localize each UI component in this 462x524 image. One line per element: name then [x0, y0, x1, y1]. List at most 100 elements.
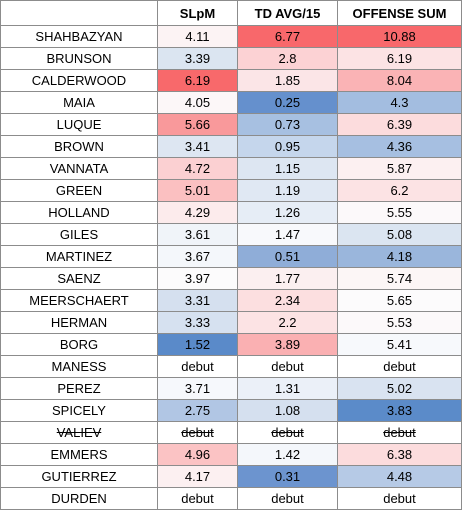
fighter-name-cell: BORG [0, 333, 158, 356]
header-td-avg: TD AVG/15 [237, 0, 338, 26]
offense-sum-cell: 5.55 [337, 201, 462, 224]
offense-sum-cell: 6.39 [337, 113, 462, 136]
fighter-name-cell: BROWN [0, 135, 158, 158]
td-avg-cell: debut [237, 487, 338, 510]
offense-sum-cell: 6.19 [337, 47, 462, 70]
fighter-name-cell: PEREZ [0, 377, 158, 400]
fighter-name-cell: MARTINEZ [0, 245, 158, 268]
offense-sum-cell: 4.36 [337, 135, 462, 158]
slpm-cell: 4.72 [157, 157, 238, 180]
table-row: CALDERWOOD 6.19 1.85 8.04 [0, 69, 462, 92]
header-name [0, 0, 158, 26]
slpm-cell: 3.97 [157, 267, 238, 290]
offense-sum-cell: 5.74 [337, 267, 462, 290]
td-avg-cell: 6.77 [237, 25, 338, 48]
td-avg-cell: debut [237, 421, 338, 444]
header-slpm: SLpM [157, 0, 238, 26]
table-row: MEERSCHAERT 3.31 2.34 5.65 [0, 289, 462, 312]
td-avg-cell: 1.08 [237, 399, 338, 422]
slpm-cell: debut [157, 355, 238, 378]
table-row: SHAHBAZYAN 4.11 6.77 10.88 [0, 25, 462, 48]
fighter-name-cell: MANESS [0, 355, 158, 378]
header-offense-sum: OFFENSE SUM [337, 0, 462, 26]
slpm-cell: 6.19 [157, 69, 238, 92]
table-row: GUTIERREZ 4.17 0.31 4.48 [0, 465, 462, 488]
slpm-cell: 3.71 [157, 377, 238, 400]
slpm-cell: 2.75 [157, 399, 238, 422]
offense-sum-cell: 6.38 [337, 443, 462, 466]
fighter-name-cell: GREEN [0, 179, 158, 202]
slpm-cell: 3.39 [157, 47, 238, 70]
table-body: SHAHBAZYAN 4.11 6.77 10.88 BRUNSON 3.39 2.8 6.1… [0, 25, 462, 510]
fighter-name-cell: GILES [0, 223, 158, 246]
fighter-name-cell: GUTIERREZ [0, 465, 158, 488]
table-row: MAIA 4.05 0.25 4.3 [0, 91, 462, 114]
slpm-cell: 3.61 [157, 223, 238, 246]
fighter-name-cell: DURDEN [0, 487, 158, 510]
offense-sum-cell: 5.02 [337, 377, 462, 400]
fighter-name-cell: EMMERS [0, 443, 158, 466]
slpm-cell: 4.11 [157, 25, 238, 48]
offense-sum-cell: 4.48 [337, 465, 462, 488]
offense-sum-cell: 5.87 [337, 157, 462, 180]
td-avg-cell: 1.15 [237, 157, 338, 180]
offense-sum-cell: debut [337, 487, 462, 510]
slpm-cell: 3.67 [157, 245, 238, 268]
td-avg-cell: 0.95 [237, 135, 338, 158]
td-avg-cell: 1.77 [237, 267, 338, 290]
offense-sum-cell: 5.08 [337, 223, 462, 246]
td-avg-cell: 1.85 [237, 69, 338, 92]
slpm-cell: debut [157, 487, 238, 510]
table-row: HERMAN 3.33 2.2 5.53 [0, 311, 462, 334]
table-row: MARTINEZ 3.67 0.51 4.18 [0, 245, 462, 268]
table-row: SPICELY 2.75 1.08 3.83 [0, 399, 462, 422]
table-row: DURDEN debut debut debut [0, 487, 462, 510]
table-row: LUQUE 5.66 0.73 6.39 [0, 113, 462, 136]
slpm-cell: 5.01 [157, 179, 238, 202]
offense-sum-cell: 5.53 [337, 311, 462, 334]
td-avg-cell: 1.19 [237, 179, 338, 202]
fighter-name-cell: MEERSCHAERT [0, 289, 158, 312]
offense-sum-cell: debut [337, 421, 462, 444]
td-avg-cell: 0.73 [237, 113, 338, 136]
slpm-cell: 4.96 [157, 443, 238, 466]
td-avg-cell: 1.42 [237, 443, 338, 466]
td-avg-cell: 2.2 [237, 311, 338, 334]
slpm-cell: 3.31 [157, 289, 238, 312]
offense-sum-cell: 3.83 [337, 399, 462, 422]
table-row: BORG 1.52 3.89 5.41 [0, 333, 462, 356]
slpm-cell: 5.66 [157, 113, 238, 136]
table-row: PEREZ 3.71 1.31 5.02 [0, 377, 462, 400]
header-row: SLpM TD AVG/15 OFFENSE SUM [0, 0, 462, 26]
offense-sum-cell: 6.2 [337, 179, 462, 202]
td-avg-cell: 0.51 [237, 245, 338, 268]
offense-sum-cell: 5.41 [337, 333, 462, 356]
fighter-name-cell: HERMAN [0, 311, 158, 334]
td-avg-cell: 0.25 [237, 91, 338, 114]
fighter-name-cell: SPICELY [0, 399, 158, 422]
fighter-name-cell: VANNATA [0, 157, 158, 180]
td-avg-cell: debut [237, 355, 338, 378]
table-row: VALIEV debut debut debut [0, 421, 462, 444]
fighter-name-cell: LUQUE [0, 113, 158, 136]
td-avg-cell: 3.89 [237, 333, 338, 356]
table-row: VANNATA 4.72 1.15 5.87 [0, 157, 462, 180]
td-avg-cell: 2.8 [237, 47, 338, 70]
table-row: EMMERS 4.96 1.42 6.38 [0, 443, 462, 466]
table-row: BRUNSON 3.39 2.8 6.19 [0, 47, 462, 70]
slpm-cell: 3.33 [157, 311, 238, 334]
td-avg-cell: 1.47 [237, 223, 338, 246]
offense-sum-cell: 10.88 [337, 25, 462, 48]
slpm-cell: 3.41 [157, 135, 238, 158]
offense-sum-cell: 4.18 [337, 245, 462, 268]
slpm-cell: 4.29 [157, 201, 238, 224]
table-row: GREEN 5.01 1.19 6.2 [0, 179, 462, 202]
offense-sum-cell: 4.3 [337, 91, 462, 114]
table-row: GILES 3.61 1.47 5.08 [0, 223, 462, 246]
offense-sum-cell: 8.04 [337, 69, 462, 92]
fighter-name-cell: MAIA [0, 91, 158, 114]
fighter-name-cell: VALIEV [0, 421, 158, 444]
fighter-name-cell: SAENZ [0, 267, 158, 290]
slpm-cell: debut [157, 421, 238, 444]
fighter-name-cell: SHAHBAZYAN [0, 25, 158, 48]
